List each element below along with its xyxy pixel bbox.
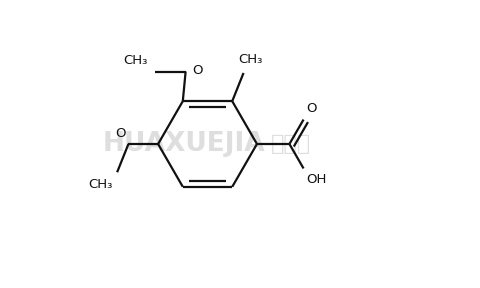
Text: CH₃: CH₃ — [239, 53, 263, 66]
Text: CH₃: CH₃ — [88, 178, 113, 191]
Text: O: O — [192, 64, 203, 77]
Text: HUAXUEJIA: HUAXUEJIA — [102, 131, 265, 157]
Text: O: O — [306, 102, 317, 115]
Text: O: O — [115, 127, 126, 140]
Text: OH: OH — [306, 173, 327, 186]
Text: CH₃: CH₃ — [123, 54, 147, 67]
Text: 化学加: 化学加 — [271, 134, 311, 154]
